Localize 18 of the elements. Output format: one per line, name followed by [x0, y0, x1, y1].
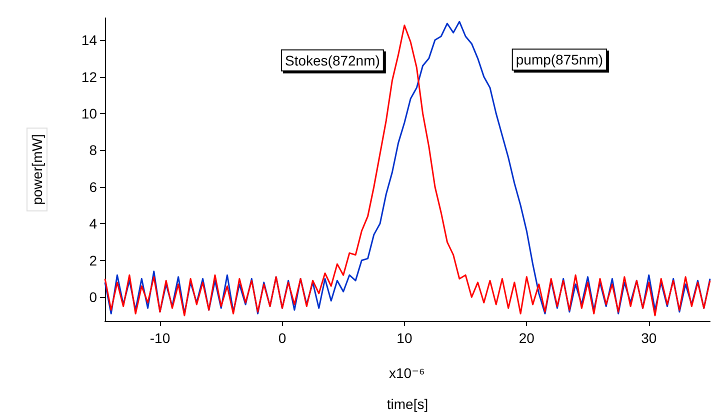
y-tick-label: 4 — [89, 216, 98, 232]
x-axis-title: time[s] — [386, 396, 428, 412]
y-tick-label: 12 — [81, 68, 98, 85]
y-tick-label: 8 — [89, 142, 98, 158]
y-tick-label: 14 — [81, 32, 98, 48]
x-tick-label: -10 — [150, 330, 170, 346]
y-tick-label: 10 — [81, 105, 98, 122]
series-label: Stokes(872nm) — [284, 52, 380, 68]
x-tick-label: 0 — [278, 330, 286, 346]
y-axis-title: power[mW] — [29, 134, 45, 205]
text: pump(875nm) — [516, 52, 604, 68]
y-tick-label: 2 — [89, 252, 98, 268]
x-tick-label: 30 — [641, 330, 657, 346]
y-tick-label: 6 — [89, 178, 98, 195]
x-tick-label: 10 — [396, 330, 412, 346]
y-tick-label: 0 — [89, 289, 98, 306]
x-tick-label: 20 — [518, 330, 535, 346]
text: x10⁻⁶ — [389, 365, 425, 381]
